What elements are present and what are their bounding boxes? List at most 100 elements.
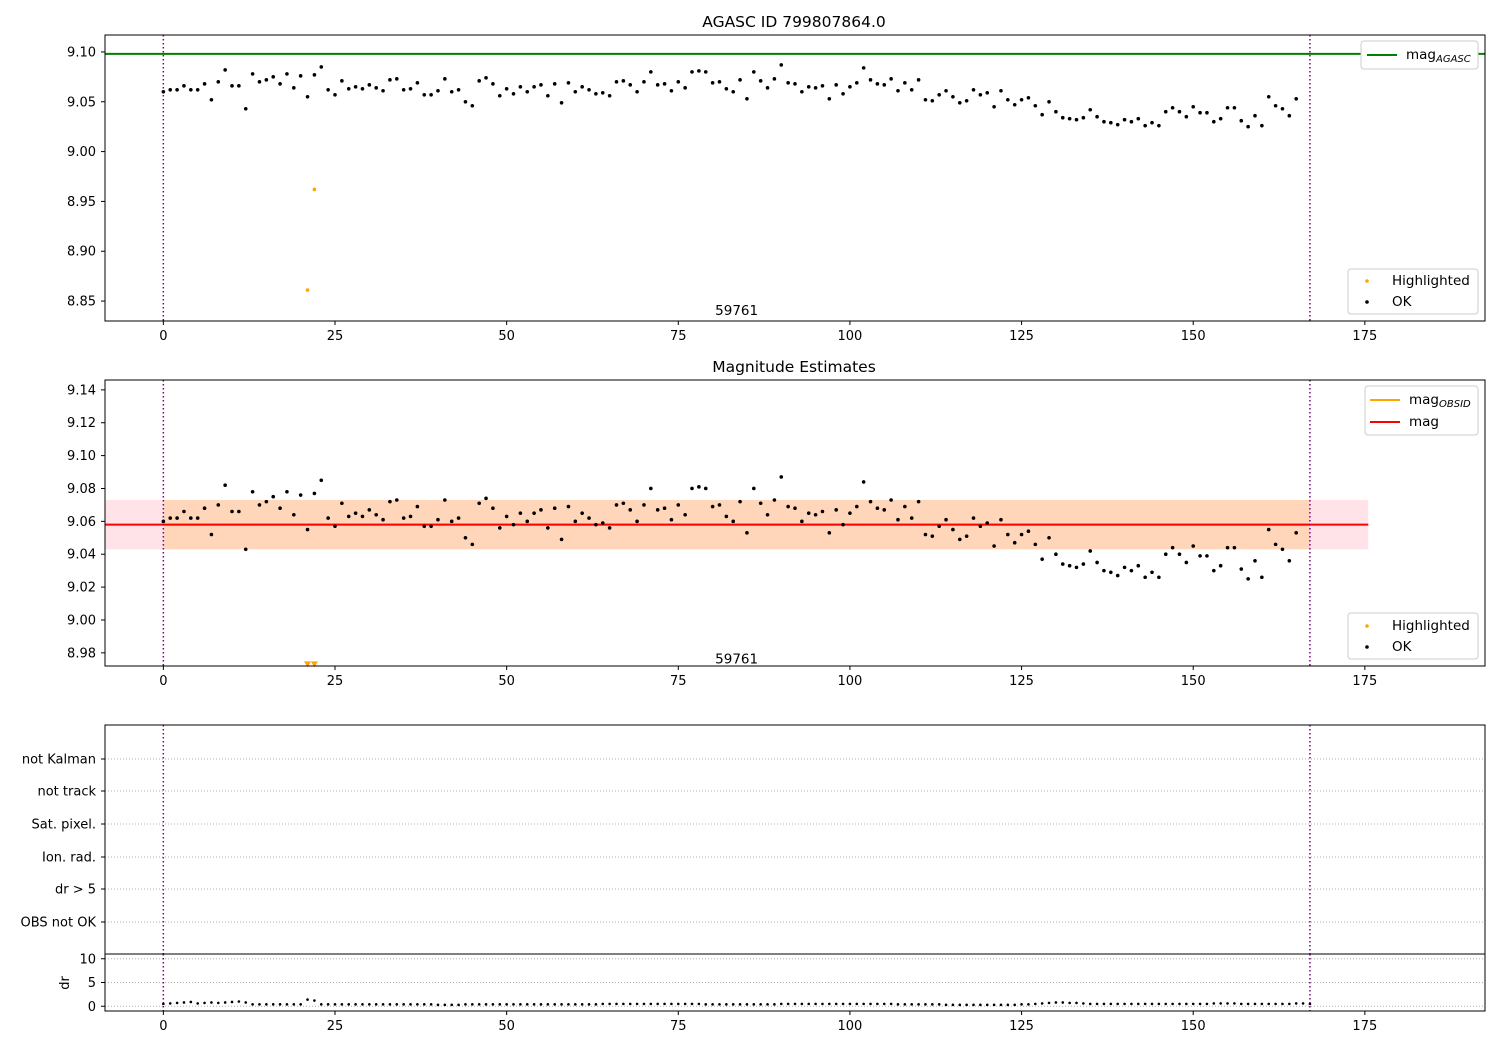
dr-point <box>237 1000 241 1003</box>
ok-point <box>340 501 344 506</box>
ok-point <box>1115 573 1120 578</box>
panel1-legend-top: magAGASC <box>1360 40 1479 70</box>
ok-point <box>889 498 893 502</box>
ok-point <box>1170 545 1175 550</box>
dr-point <box>1095 1002 1099 1006</box>
dr-point <box>841 1002 845 1006</box>
p4-ytick-label: 5 <box>88 976 96 991</box>
p4-xtick-label: 150 <box>1181 1019 1206 1034</box>
ok-point <box>491 82 495 86</box>
flag-category-label: dr > 5 <box>55 883 96 898</box>
ok-point <box>607 526 612 530</box>
p1-xtick-label: 150 <box>1181 329 1206 344</box>
ok-point <box>415 81 420 85</box>
ok-point <box>346 87 351 91</box>
dr-point <box>958 1003 962 1007</box>
dr-point <box>306 998 309 1001</box>
ok-point <box>676 503 681 507</box>
p1-xtick-label: 100 <box>838 329 863 344</box>
ok-point <box>951 527 955 532</box>
dr-point <box>450 1003 454 1007</box>
ok-point <box>319 478 324 483</box>
ok-point <box>594 522 598 527</box>
panel1-annotation: 59761 <box>715 303 758 319</box>
ok-point <box>381 89 385 93</box>
ok-point <box>422 524 427 529</box>
ok-point <box>868 499 873 504</box>
p4-xtick-label: 0 <box>159 1019 167 1034</box>
dr-point <box>676 1002 680 1006</box>
p2-ytick-label: 9.08 <box>67 482 96 497</box>
ok-point <box>724 87 729 91</box>
legend-mag-label: mag <box>1409 414 1439 430</box>
ok-point <box>298 493 303 497</box>
ok-point <box>504 514 509 519</box>
ok-point <box>930 534 935 538</box>
dr-point <box>1185 1002 1188 1006</box>
ok-point <box>854 504 859 509</box>
ok-point <box>662 82 667 86</box>
dr-point <box>381 1003 385 1006</box>
dr-point <box>1033 1002 1037 1006</box>
dr-point <box>1130 1002 1133 1006</box>
dr-point <box>601 1002 605 1006</box>
ok-point <box>271 75 276 79</box>
ok-point <box>326 516 330 520</box>
ok-point <box>944 89 948 93</box>
dr-point <box>711 1003 714 1006</box>
ok-point <box>250 72 255 76</box>
ok-point <box>243 547 248 552</box>
ok-point <box>738 78 742 82</box>
ok-point <box>724 514 729 519</box>
dr-point <box>1239 1002 1243 1006</box>
ok-point <box>1109 120 1113 125</box>
ok-point <box>655 83 660 87</box>
ok-point <box>1088 107 1093 112</box>
p2-ytick-label: 9.02 <box>67 581 96 596</box>
dr-point <box>230 1000 234 1004</box>
ok-point <box>758 79 763 83</box>
ok-point <box>875 506 880 511</box>
ok-point <box>182 509 186 514</box>
ok-point <box>381 517 385 522</box>
ok-point <box>594 91 598 96</box>
dr-point <box>464 1003 467 1006</box>
ok-point <box>999 89 1003 93</box>
dr-point <box>326 1003 330 1006</box>
ok-point <box>793 506 797 511</box>
dr-point <box>1301 1002 1305 1005</box>
p2-ytick-label: 9.10 <box>67 449 96 464</box>
dr-point <box>1054 1001 1058 1004</box>
ok-point <box>710 81 715 85</box>
ok-point <box>1150 570 1154 575</box>
ok-point <box>1280 547 1285 552</box>
ok-point <box>449 90 454 94</box>
ok-point <box>669 517 674 522</box>
ok-point <box>662 506 667 511</box>
ok-point <box>600 521 605 525</box>
ok-point <box>525 90 530 94</box>
ok-point <box>566 504 571 509</box>
dr-point <box>1164 1002 1168 1006</box>
ok-point <box>443 77 447 81</box>
dr-point <box>896 1003 900 1006</box>
dr-point <box>402 1003 405 1006</box>
dr-point <box>491 1003 495 1006</box>
ok-point <box>649 70 653 74</box>
ok-point <box>992 544 996 548</box>
panel1-title: AGASC ID 799807864.0 <box>702 13 886 31</box>
ok-point <box>298 74 303 78</box>
ok-point <box>470 103 475 108</box>
dr-point <box>354 1003 357 1006</box>
ok-point <box>278 506 282 511</box>
ok-point <box>1184 560 1189 565</box>
ok-point <box>305 94 310 99</box>
dr-point <box>333 1003 337 1006</box>
dr-point <box>1219 1002 1222 1005</box>
dr-point <box>436 1003 440 1007</box>
ok-point <box>999 517 1003 522</box>
ok-point <box>271 494 276 499</box>
p2-xtick-label: 0 <box>159 674 167 689</box>
panel2-legend-bottom: Highlighted OK <box>1347 612 1479 660</box>
